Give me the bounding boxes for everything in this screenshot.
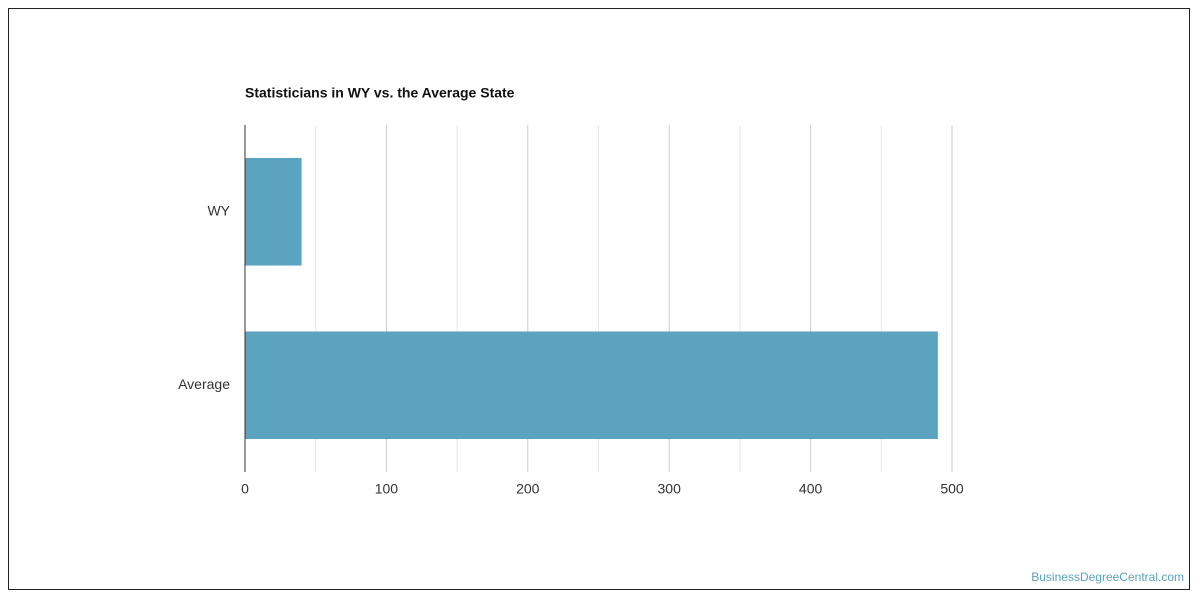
x-tick-label: 300 <box>658 481 682 497</box>
bar <box>245 331 938 440</box>
x-tick-label: 100 <box>375 481 399 497</box>
y-tick-label: WY <box>207 202 230 218</box>
x-tick-label: 400 <box>799 481 823 497</box>
watermark: BusinessDegreeCentral.com <box>1031 570 1184 584</box>
frame <box>8 8 1190 590</box>
bar <box>245 157 302 266</box>
x-tick-label: 200 <box>516 481 540 497</box>
x-tick-label: 500 <box>940 481 964 497</box>
chart-title: Statisticians in WY vs. the Average Stat… <box>245 85 515 101</box>
x-tick-label: 0 <box>241 481 249 497</box>
y-tick-label: Average <box>178 376 230 392</box>
